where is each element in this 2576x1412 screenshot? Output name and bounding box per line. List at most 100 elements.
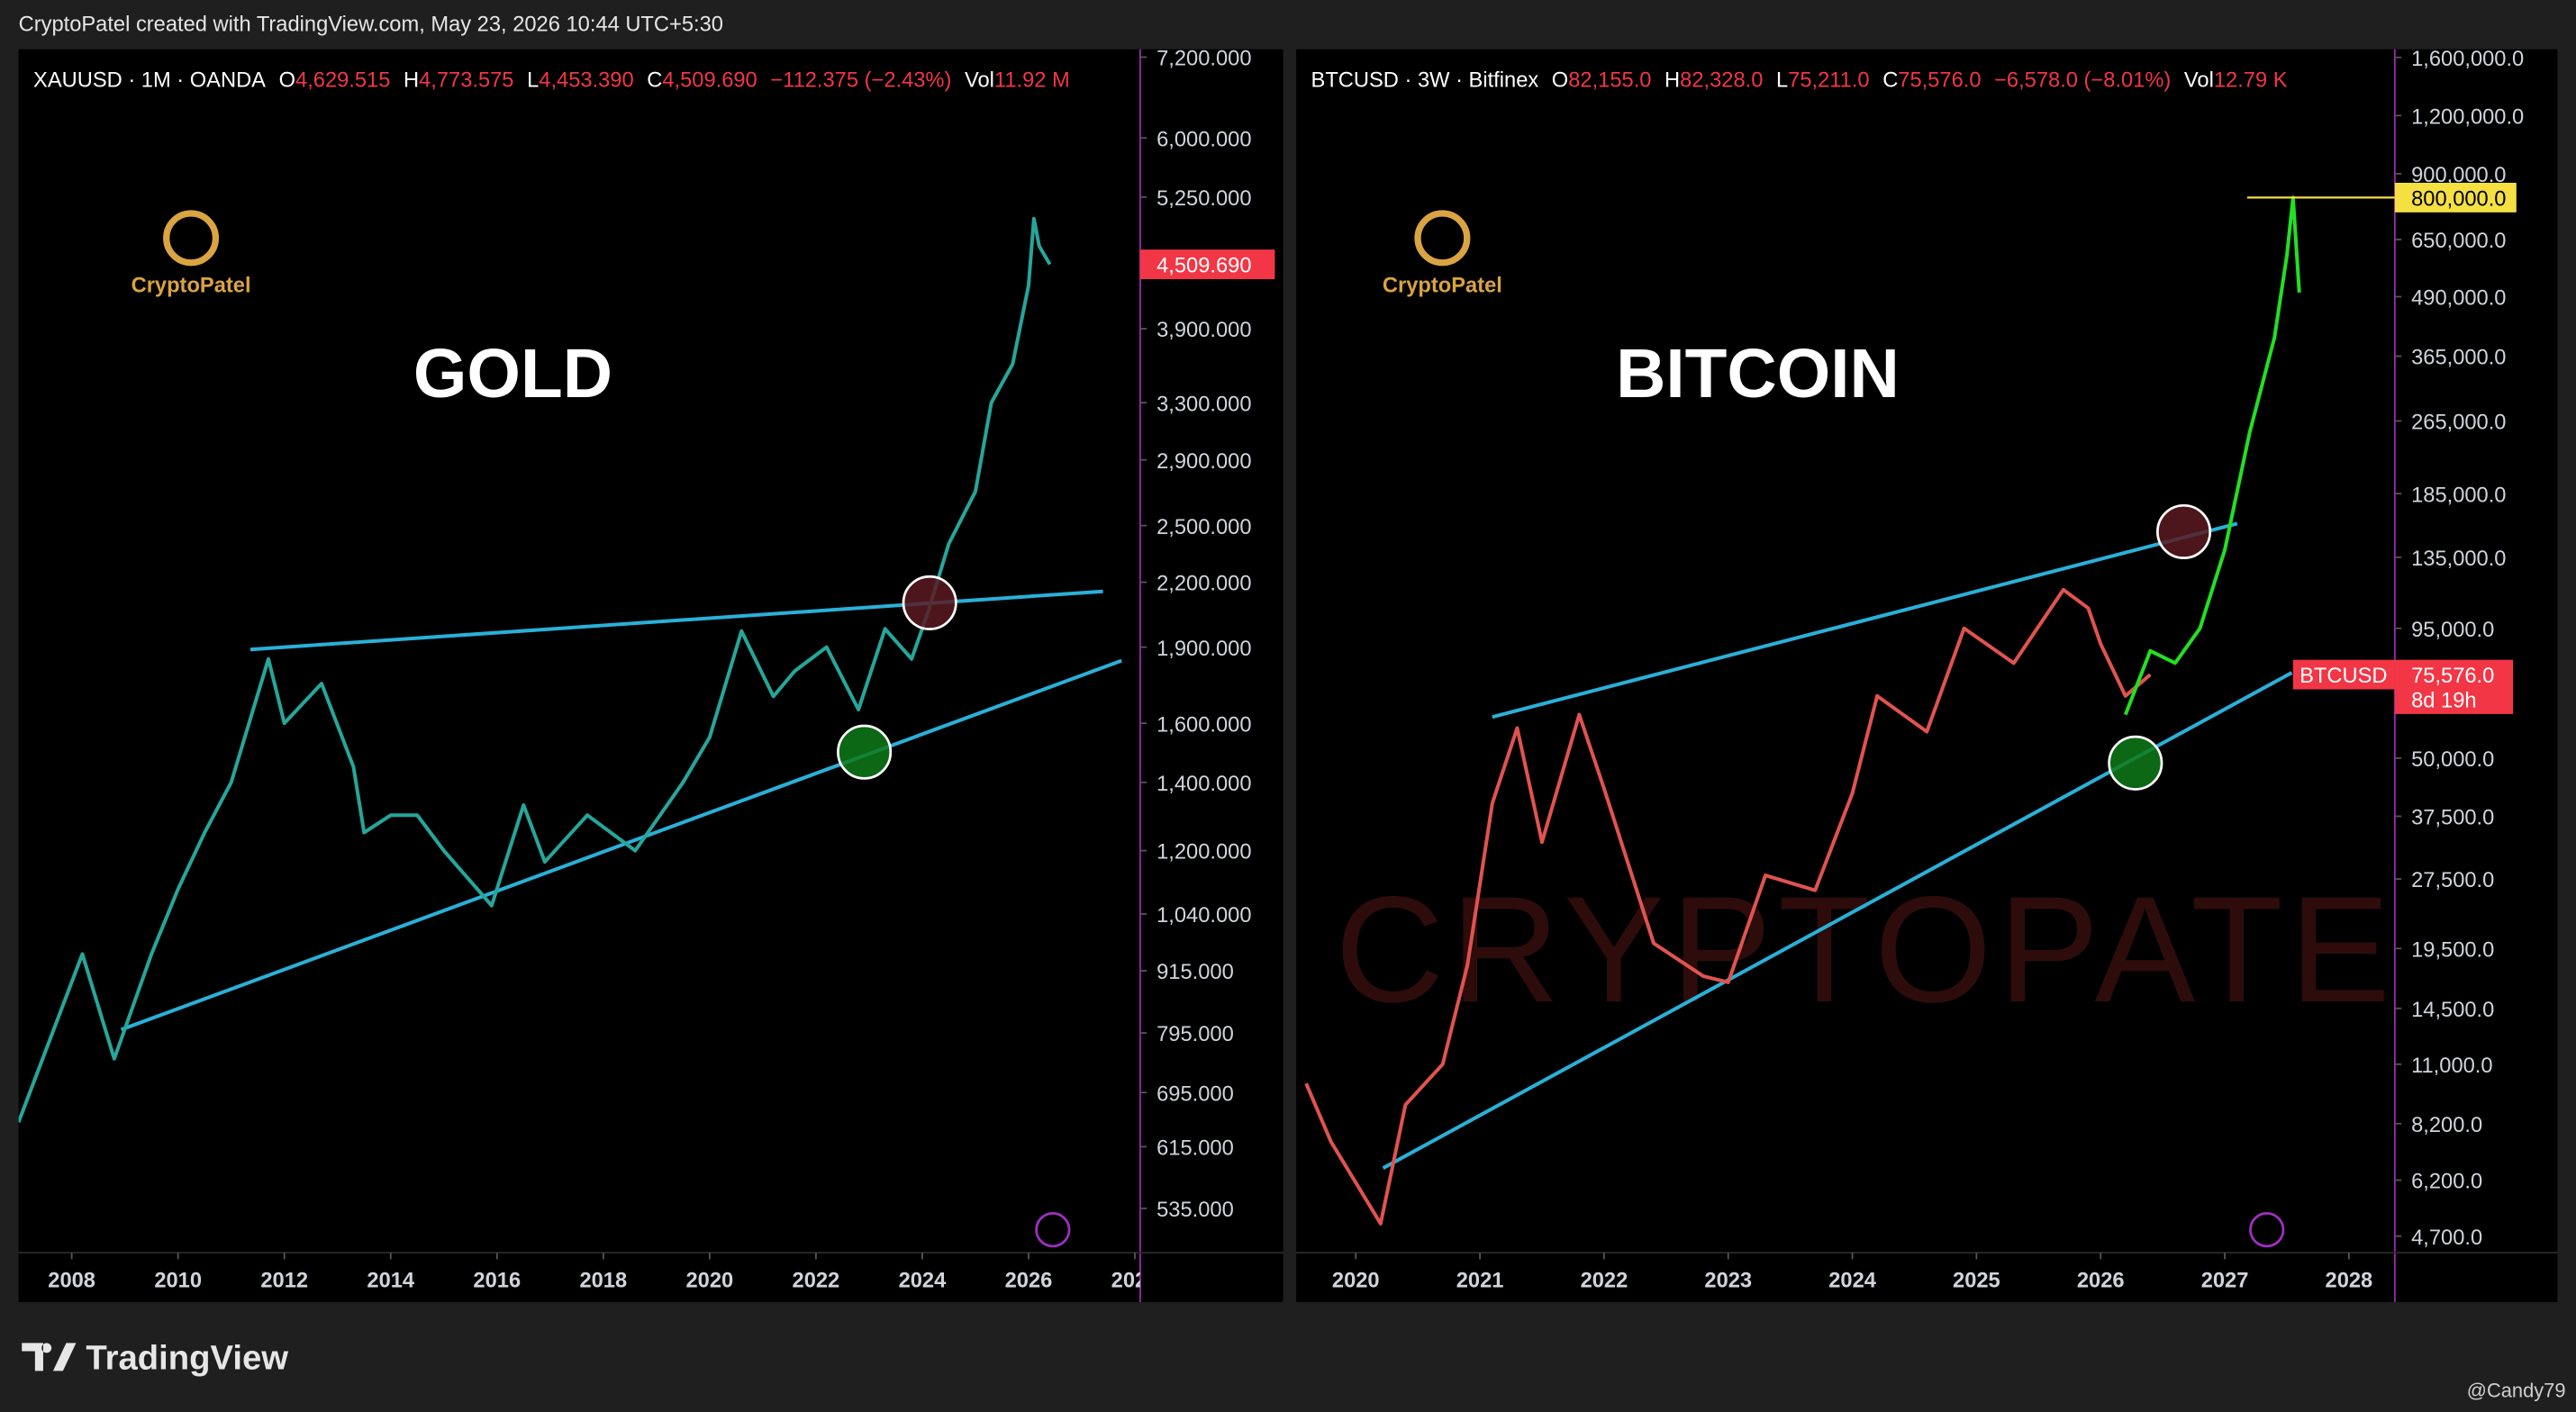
- field-value: 4,629.515: [295, 69, 390, 93]
- y-tick-label: 2,200.000: [1156, 573, 1251, 596]
- chart-title: BITCOIN: [1616, 336, 1900, 412]
- y-tick-label: 50,000.0: [2411, 748, 2494, 772]
- x-tick-label: 2025: [1953, 1269, 2000, 1292]
- plot-area: CryptoPatel GOLD 2008 2010 2012 2014 2016 2018 2…: [18, 210, 1159, 1292]
- field-value: 11.92 M: [994, 69, 1070, 93]
- symbol: BTCUSD · 3W · Bitfinex: [1311, 69, 1539, 93]
- y-tick-label: 265,000.0: [2411, 412, 2506, 435]
- x-tick-label: 2020: [1332, 1269, 1380, 1292]
- y-tick-label: 3,900.000: [1156, 319, 1251, 342]
- chart-panel: CRYPTOPATEL CryptoPatel BITCOIN 2020 2021 202…: [1296, 48, 2558, 1302]
- y-tick-label: 135,000.0: [2411, 548, 2506, 571]
- symbol-tag: [2292, 659, 2395, 690]
- y-tick-label: 5,250.000: [1156, 187, 1251, 211]
- field-value: −6,578.0 (−8.01%): [1994, 69, 2171, 93]
- target-tag: [2394, 182, 2517, 213]
- field-label: O: [279, 69, 295, 93]
- y-tick-label: 185,000.0: [2411, 484, 2506, 507]
- field-value: 75,211.0: [1788, 69, 1869, 93]
- y-tick-label: 2,500.000: [1156, 516, 1251, 539]
- y-tick-label: 6,000.000: [1156, 128, 1251, 151]
- x-tick-label: 2014: [367, 1269, 415, 1292]
- price-tag: [2394, 659, 2514, 714]
- symbol-label: BTCUSD: [2299, 665, 2387, 688]
- trendline: [1492, 521, 2238, 720]
- plot-area: CRYPTOPATEL CryptoPatel BITCOIN 2020 2021 202…: [1304, 195, 2487, 1292]
- field-label: O: [1552, 69, 1568, 93]
- y-tick-label: 37,500.0: [2411, 807, 2494, 830]
- x-tick-label: 2026: [2077, 1269, 2125, 1292]
- x-tick-label: 2021: [1456, 1269, 1504, 1292]
- field-value: 4,509.690: [662, 69, 757, 93]
- y-tick-label: 3,300.000: [1156, 393, 1251, 416]
- field-value: 82,155.0: [1568, 69, 1651, 93]
- field-label: Vol: [965, 69, 994, 93]
- field-value: −112.375 (−2.43%): [770, 69, 951, 93]
- target-label: 800,000.0: [2411, 188, 2506, 212]
- legend: BTCUSD · 3W · Bitfinex O82,155.0 H82,328.0…: [1311, 69, 2288, 93]
- price-line: [2123, 195, 2301, 716]
- trendline: [249, 589, 1103, 652]
- price-label: 4,509.690: [1156, 255, 1251, 278]
- alert-icon: [2249, 1212, 2285, 1248]
- x-tick-label: 2010: [154, 1269, 202, 1292]
- y-tick-label: 1,600,000.0: [2411, 48, 2524, 71]
- logo: CryptoPatel: [132, 210, 251, 298]
- x-tick-label: 2012: [260, 1269, 308, 1292]
- field-label: L: [1776, 69, 1788, 93]
- x-tick-label: 2024: [1828, 1269, 1877, 1292]
- y-tick-label: 11,000.0: [2411, 1054, 2492, 1078]
- alert-icon: [1035, 1212, 1071, 1248]
- y-tick-label: 695.000: [1156, 1082, 1234, 1106]
- logo-icon: [163, 210, 220, 267]
- x-tick-label: 2022: [1581, 1269, 1628, 1292]
- tradingview-logo: TradingView: [22, 1339, 288, 1378]
- marker-circle: [837, 724, 893, 780]
- field-value: 75,576.0: [1898, 69, 1981, 93]
- y-tick-label: 1,600.000: [1156, 713, 1251, 737]
- y-tick-label: 1,200,000.0: [2411, 105, 2524, 129]
- field-value: 82,328.0: [1680, 69, 1763, 93]
- countdown: 8d 19h: [2411, 690, 2476, 713]
- logo-text: CryptoPatel: [1383, 275, 1502, 298]
- y-tick-label: 95,000.0: [2411, 619, 2494, 642]
- price-line: [1304, 587, 2152, 1226]
- y-tick-label: 365,000.0: [2411, 347, 2506, 370]
- x-tick-label: 2016: [473, 1269, 521, 1292]
- x-tick-label: 2026: [1005, 1269, 1053, 1292]
- field-label: Vol: [2184, 69, 2214, 93]
- y-tick-label: 1,040.000: [1156, 904, 1251, 928]
- price-tag: [1139, 249, 1275, 279]
- y-tick-label: 19,500.0: [2411, 938, 2494, 962]
- logo-text: CryptoPatel: [132, 275, 251, 298]
- y-tick-label: 1,200.000: [1156, 841, 1251, 864]
- field-label: C: [1882, 69, 1898, 93]
- y-tick-label: 650,000.0: [2411, 230, 2506, 253]
- x-tick-label: 2008: [48, 1269, 95, 1292]
- field-value: 12.79 K: [2214, 69, 2288, 93]
- marker-circle: [902, 575, 957, 630]
- x-tick-label: 2028: [2326, 1269, 2373, 1292]
- panel-bg: [18, 49, 1283, 1302]
- y-tick-label: 6,200.0: [2411, 1171, 2482, 1194]
- y-tick-label: 915.000: [1156, 961, 1234, 984]
- legend: XAUUSD · 1M · OANDA O4,629.515 H4,773.575 L…: [33, 69, 1070, 93]
- x-tick-label: 2020: [686, 1269, 734, 1292]
- x-tick-label: 2018: [579, 1269, 627, 1292]
- y-tick-label: 490,000.0: [2411, 287, 2506, 311]
- credit: @Candy79: [2467, 1380, 2566, 1402]
- price-label: 75,576.0: [2411, 665, 2494, 688]
- field-value: 4,453.390: [539, 69, 633, 93]
- y-tick-label: 7,200.000: [1156, 48, 1251, 71]
- trendline: [120, 658, 1122, 1032]
- x-tick-label: 2028: [1111, 1269, 1159, 1292]
- marker-circle: [2108, 735, 2163, 791]
- y-tick-label: 795.000: [1156, 1023, 1234, 1046]
- y-tick-label: 8,200.0: [2411, 1114, 2482, 1137]
- y-tick-label: 2,900.000: [1156, 450, 1251, 474]
- field-label: L: [527, 69, 539, 93]
- marker-circle: [2156, 503, 2212, 560]
- background-watermark: CRYPTOPATEL: [1335, 864, 2487, 1034]
